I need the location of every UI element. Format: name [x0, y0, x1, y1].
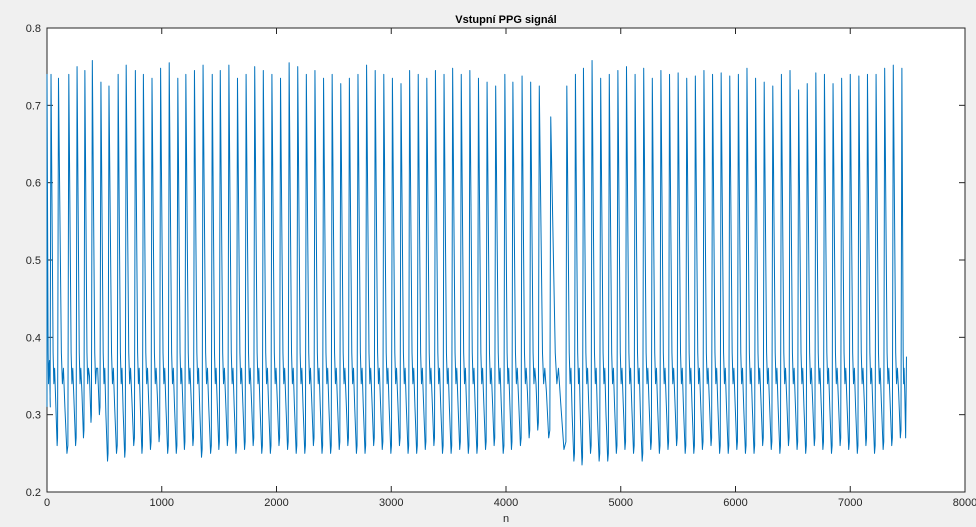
x-tick-label: 2000	[264, 497, 288, 509]
ppg-signal-line	[46, 59, 907, 466]
x-axis-label: n	[503, 513, 509, 525]
x-tick-label: 1000	[150, 497, 174, 509]
x-tick-label: 5000	[609, 497, 633, 509]
x-axis: 0 1000 2000 3000 4000 5000 6000 7000 8000	[44, 28, 976, 509]
y-axis: 0.2 0.3 0.4 0.5 0.6 0.7 0.8	[26, 23, 965, 499]
x-tick-label: 6000	[723, 497, 747, 509]
y-tick-label: 0.2	[26, 487, 41, 499]
x-tick-label: 3000	[379, 497, 403, 509]
y-tick-label: 0.4	[26, 332, 41, 344]
x-tick-label: 4000	[494, 497, 518, 509]
x-tick-label: 8000	[953, 497, 976, 509]
y-tick-label: 0.5	[26, 255, 41, 267]
series-group	[46, 59, 907, 466]
y-tick-label: 0.7	[26, 100, 41, 112]
chart-title: Vstupní PPG signál	[455, 14, 556, 26]
y-tick-label: 0.6	[26, 178, 41, 190]
y-tick-label: 0.3	[26, 410, 41, 422]
y-tick-label: 0.8	[26, 23, 41, 35]
x-tick-label: 7000	[838, 497, 862, 509]
x-tick-label: 0	[44, 497, 50, 509]
